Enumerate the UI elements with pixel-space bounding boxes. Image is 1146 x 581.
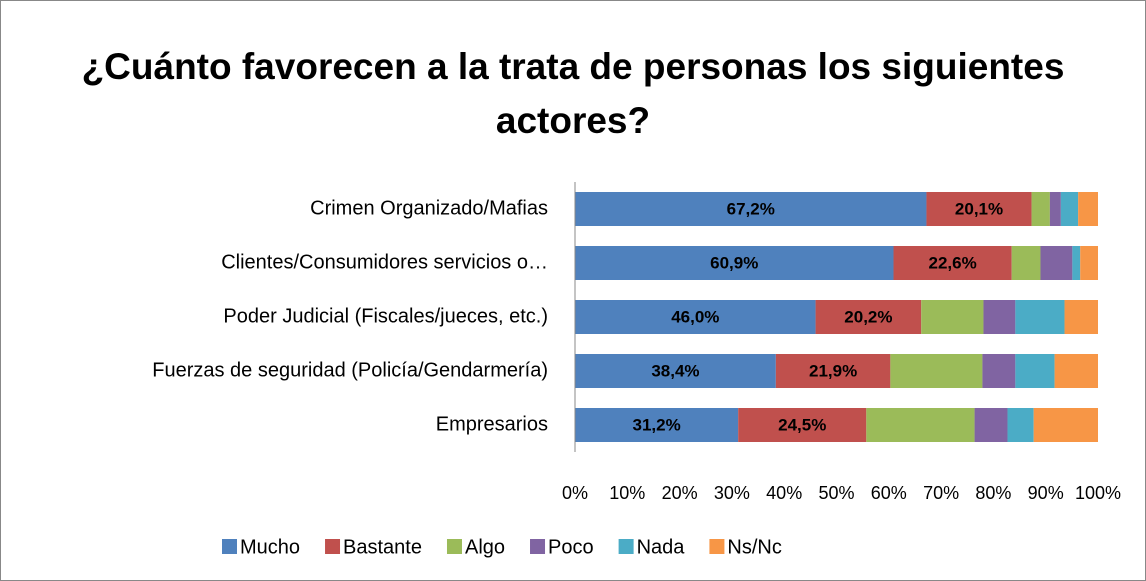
bar-segment xyxy=(1049,192,1061,226)
bar-segment xyxy=(1011,246,1041,280)
bar-segment xyxy=(921,300,984,334)
x-tick-label: 20% xyxy=(662,483,698,503)
category-label: Crimen Organizado/Mafias xyxy=(310,197,548,219)
bar-segment xyxy=(1015,300,1065,334)
bar-segment xyxy=(926,192,1032,226)
category-label: Poder Judicial (Fiscales/jueces, etc.) xyxy=(223,305,548,327)
x-tick-label: 50% xyxy=(818,483,854,503)
value-label: 24,5% xyxy=(778,415,826,434)
legend-label: Mucho xyxy=(240,536,300,558)
value-label: 31,2% xyxy=(632,415,680,434)
bar-segment xyxy=(1064,300,1098,334)
legend-swatch xyxy=(222,539,237,554)
bar-segment xyxy=(1031,192,1050,226)
x-tick-label: 70% xyxy=(923,483,959,503)
bar-segment xyxy=(866,408,975,442)
legend-label: Algo xyxy=(465,536,505,558)
bar-segment xyxy=(815,300,922,334)
bar-segment xyxy=(1007,408,1034,442)
legend-label: Poco xyxy=(548,536,594,558)
bar-segment xyxy=(1060,192,1079,226)
value-label: 38,4% xyxy=(651,361,699,380)
category-label: Clientes/Consumidores servicios o… xyxy=(221,251,548,273)
bar-segment xyxy=(575,192,927,226)
bar-segment xyxy=(893,246,1012,280)
bar-segment xyxy=(1054,354,1098,388)
x-tick-label: 80% xyxy=(975,483,1011,503)
bar-segment xyxy=(890,354,983,388)
x-tick-label: 10% xyxy=(609,483,645,503)
category-label: Empresarios xyxy=(436,413,548,435)
legend-swatch xyxy=(618,539,634,554)
legend-label: Bastante xyxy=(343,536,422,558)
value-label: 46,0% xyxy=(671,307,719,326)
bar-segment xyxy=(974,408,1008,442)
bar-segment xyxy=(1033,408,1098,442)
x-tick-label: 60% xyxy=(871,483,907,503)
value-label: 60,9% xyxy=(710,253,758,272)
bar-segment xyxy=(1078,192,1098,226)
x-tick-label: 100% xyxy=(1075,483,1121,503)
value-label: 67,2% xyxy=(727,199,775,218)
x-tick-label: 30% xyxy=(714,483,750,503)
value-label: 20,2% xyxy=(844,307,892,326)
legend-label: Nada xyxy=(637,536,686,558)
x-tick-label: 40% xyxy=(766,483,802,503)
value-label: 21,9% xyxy=(809,361,857,380)
x-tick-label: 0% xyxy=(562,483,588,503)
legend-swatch xyxy=(446,539,462,554)
value-label: 20,1% xyxy=(955,199,1003,218)
bar-segment xyxy=(1015,354,1055,388)
category-label: Fuerzas de seguridad (Policía/Gendarmerí… xyxy=(152,359,548,381)
bar-segment xyxy=(738,408,867,442)
legend-swatch xyxy=(530,539,546,554)
bar-segment xyxy=(1072,246,1081,280)
bar-segment xyxy=(1080,246,1098,280)
bar-segment xyxy=(775,354,891,388)
legend-swatch xyxy=(325,539,341,554)
chart-title: ¿Cuánto favorecen a la trata de personas… xyxy=(81,46,1065,141)
bar-segment xyxy=(575,246,894,280)
legend-label: Ns/Nc xyxy=(727,536,781,558)
bar-segment xyxy=(575,408,739,442)
bar-segment xyxy=(1040,246,1073,280)
bar-segment xyxy=(575,354,776,388)
legend-swatch xyxy=(709,539,725,554)
bar-segment xyxy=(982,354,1016,388)
bar-segment xyxy=(575,300,816,334)
x-tick-label: 90% xyxy=(1028,483,1064,503)
bar-segment xyxy=(983,300,1016,334)
value-label: 22,6% xyxy=(929,253,977,272)
